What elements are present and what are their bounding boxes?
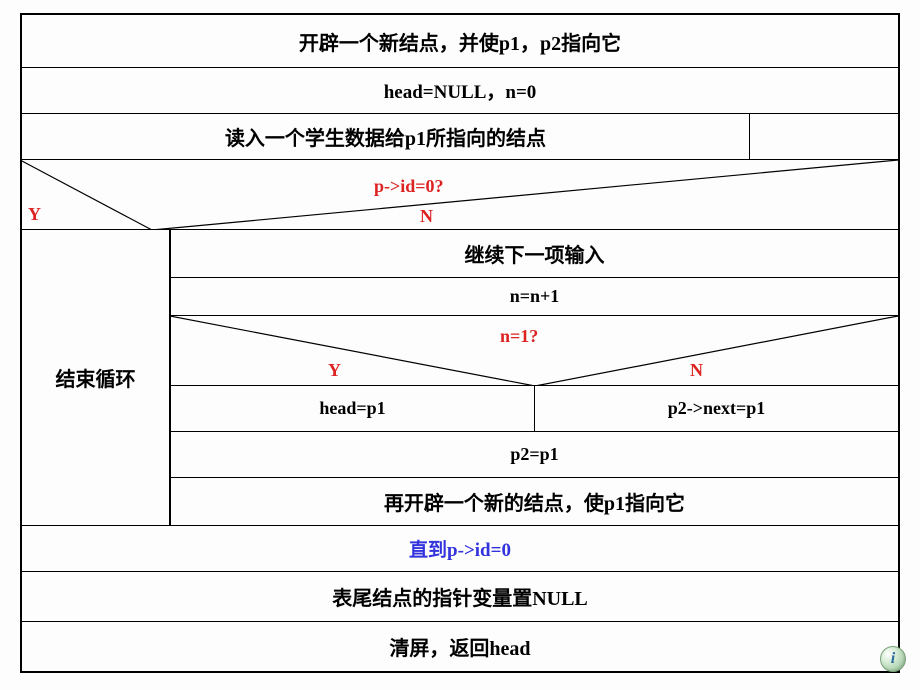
row2-text: head=NULL，n=0 bbox=[384, 77, 537, 104]
ns-diagram-container: 开辟一个新结点，并使p1，p2指向它 head=NULL，n=0 读入一个学生数… bbox=[0, 0, 920, 690]
row5-text: 继续下一项输入 bbox=[465, 239, 605, 268]
row-p2-next-eq-p1: p2->next=p1 bbox=[535, 386, 900, 432]
row1-text: 开辟一个新结点，并使p1，p2指向它 bbox=[299, 27, 621, 56]
row6-text: n=n+1 bbox=[510, 286, 560, 307]
cond1-diagonals bbox=[20, 160, 900, 230]
info-icon[interactable]: i bbox=[880, 646, 906, 672]
left-panel-text: 结束循环 bbox=[56, 363, 136, 392]
row8b-text: p2->next=p1 bbox=[668, 398, 766, 419]
row-allocate-new-node-p1: 再开辟一个新的结点，使p1指向它 bbox=[170, 478, 900, 526]
row-p2-eq-p1: p2=p1 bbox=[170, 432, 900, 478]
cond2-Y: Y bbox=[328, 360, 341, 381]
row-read-student: 读入一个学生数据给p1所指向的结点 bbox=[20, 114, 750, 160]
row-increment-n: n=n+1 bbox=[170, 278, 900, 316]
cond2-text: n=1? bbox=[500, 326, 538, 347]
row-head-eq-p1: head=p1 bbox=[170, 386, 535, 432]
row-init: head=NULL，n=0 bbox=[20, 68, 900, 114]
row9-text: p2=p1 bbox=[510, 444, 558, 465]
row3-text: 读入一个学生数据给p1所指向的结点 bbox=[225, 122, 546, 151]
row-allocate-node: 开辟一个新结点，并使p1，p2指向它 bbox=[20, 13, 900, 68]
row13-text: 清屏，返回head bbox=[389, 632, 530, 661]
cond2-N: N bbox=[690, 360, 703, 381]
row-until-cond: 直到p->id=0 bbox=[20, 526, 900, 572]
row12-text: 表尾结点的指针变量置NULL bbox=[332, 582, 588, 611]
cond1-Y: Y bbox=[28, 204, 41, 225]
cond1-N: N bbox=[420, 206, 433, 227]
row-clear-return: 清屏，返回head bbox=[20, 622, 900, 673]
row-set-tail-null: 表尾结点的指针变量置NULL bbox=[20, 572, 900, 622]
row8a-text: head=p1 bbox=[319, 398, 385, 419]
row-continue-input: 继续下一项输入 bbox=[170, 230, 900, 278]
row11-text: 直到p->id=0 bbox=[409, 535, 511, 562]
left-panel-end-loop: 结束循环 bbox=[20, 230, 170, 526]
cond1-text: p->id=0? bbox=[374, 176, 444, 197]
row10-text: 再开辟一个新的结点，使p1指向它 bbox=[384, 487, 685, 516]
row3-right-stub bbox=[750, 114, 900, 160]
